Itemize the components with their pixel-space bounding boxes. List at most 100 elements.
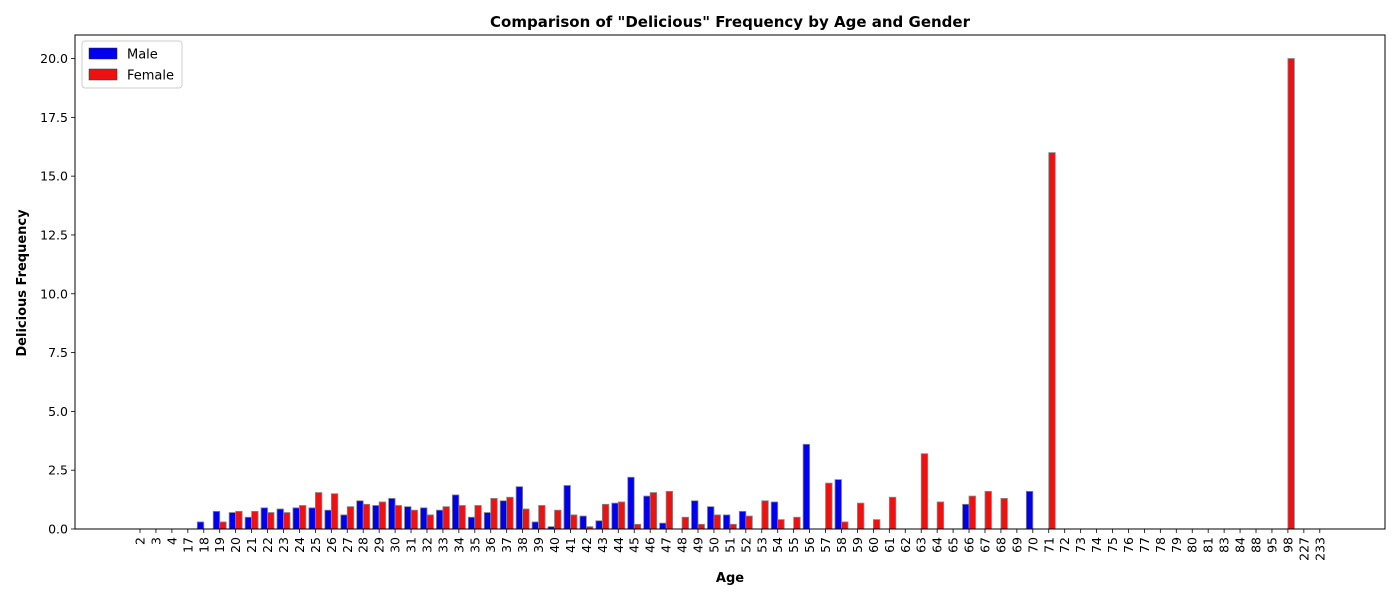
bar-female-age-20 bbox=[235, 510, 243, 530]
x-axis-ticks: 2 3 4 17 18 19 20 21 22 23 24 25 26 27 28 29 30 31 32 33 34 3… bbox=[133, 529, 1327, 561]
x-tick-label: 23 bbox=[276, 537, 291, 553]
bar-male-age-50 bbox=[707, 506, 715, 530]
x-tick-label: 74 bbox=[1089, 537, 1104, 553]
x-tick-label: 24 bbox=[292, 537, 307, 553]
bar-female-age-26 bbox=[330, 493, 339, 530]
x-tick-label: 43 bbox=[595, 537, 610, 553]
x-tick-label: 67 bbox=[977, 537, 992, 553]
bar-female-age-48 bbox=[681, 516, 689, 530]
x-tick-label: 4 bbox=[164, 537, 179, 545]
bar-male-age-36 bbox=[483, 512, 492, 530]
bar-female-age-46 bbox=[649, 492, 658, 530]
bar-male-age-33 bbox=[436, 509, 444, 530]
x-tick-label: 66 bbox=[962, 537, 977, 553]
bar-female-age-30 bbox=[394, 505, 402, 530]
x-tick-label: 54 bbox=[770, 537, 785, 553]
bar-female-age-49 bbox=[697, 523, 705, 530]
x-tick-label: 95 bbox=[1264, 537, 1279, 553]
x-tick-label: 2 bbox=[133, 537, 148, 545]
x-tick-label: 45 bbox=[627, 537, 642, 553]
x-tick-label: 58 bbox=[834, 537, 849, 553]
bar-female-age-33 bbox=[442, 506, 450, 530]
x-tick-label: 33 bbox=[435, 537, 450, 553]
x-tick-label: 50 bbox=[706, 537, 721, 553]
bar-female-age-19 bbox=[219, 521, 227, 530]
bar-male-age-37 bbox=[499, 500, 508, 530]
bar-male-age-38 bbox=[515, 486, 524, 530]
bar-female-age-31 bbox=[410, 509, 418, 530]
x-tick-label: 47 bbox=[659, 537, 674, 553]
x-tick-label: 77 bbox=[1137, 537, 1152, 553]
x-tick-label: 27 bbox=[340, 537, 355, 553]
bar-male-age-24 bbox=[292, 507, 300, 530]
x-tick-label: 72 bbox=[1057, 537, 1072, 553]
y-tick-label: 20.0 bbox=[40, 51, 68, 66]
x-tick-label: 83 bbox=[1217, 537, 1232, 553]
bar-male-age-56 bbox=[802, 443, 811, 530]
bar-female-age-28 bbox=[362, 503, 371, 530]
bar-male-age-21 bbox=[244, 516, 253, 530]
y-axis-label: Delicious Frequency bbox=[15, 209, 30, 357]
bar-male-age-70 bbox=[1025, 490, 1034, 530]
bar-female-age-23 bbox=[283, 512, 291, 530]
legend-label-female: Female bbox=[127, 69, 174, 84]
x-tick-label: 40 bbox=[547, 537, 562, 553]
x-tick-label: 76 bbox=[1121, 537, 1136, 553]
bar-female-age-39 bbox=[538, 505, 546, 530]
y-tick-label: 0.0 bbox=[48, 522, 68, 537]
plot-frame bbox=[74, 34, 1386, 530]
x-tick-label: 56 bbox=[802, 537, 817, 553]
x-tick-label: 65 bbox=[946, 537, 961, 553]
x-axis-label: Age bbox=[716, 571, 744, 586]
bar-male-age-31 bbox=[404, 506, 412, 530]
bar-male-age-29 bbox=[372, 505, 380, 530]
x-tick-label: 49 bbox=[691, 537, 706, 553]
bar-female-age-71 bbox=[1048, 152, 1056, 530]
bar-female-age-35 bbox=[474, 505, 482, 530]
bar-male-age-25 bbox=[308, 507, 316, 530]
x-tick-label: 30 bbox=[388, 537, 403, 553]
bar-female-age-57 bbox=[825, 482, 833, 530]
x-tick-label: 42 bbox=[579, 537, 594, 553]
x-tick-label: 19 bbox=[212, 537, 227, 553]
bar-female-age-44 bbox=[617, 501, 626, 530]
x-tick-label: 98 bbox=[1280, 537, 1295, 553]
bar-female-age-29 bbox=[378, 501, 387, 530]
legend-swatch-male bbox=[88, 47, 118, 60]
bar-male-age-28 bbox=[356, 500, 364, 530]
bar-female-age-45 bbox=[633, 523, 642, 530]
x-tick-label: 34 bbox=[451, 537, 466, 553]
x-tick-label: 80 bbox=[1185, 537, 1200, 553]
bar-female-age-61 bbox=[888, 496, 897, 530]
bar-female-age-22 bbox=[267, 512, 275, 530]
x-tick-label: 79 bbox=[1169, 537, 1184, 553]
x-tick-label: 73 bbox=[1073, 537, 1088, 553]
bar-female-age-66 bbox=[968, 495, 976, 530]
bar-female-age-37 bbox=[506, 496, 514, 530]
bar-male-age-18 bbox=[196, 521, 205, 530]
bar-female-age-34 bbox=[458, 505, 466, 530]
legend-swatch-female bbox=[88, 68, 118, 81]
bar-male-age-52 bbox=[738, 510, 747, 530]
bar-male-age-54 bbox=[770, 501, 779, 530]
x-tick-label: 78 bbox=[1153, 537, 1168, 553]
bar-male-age-26 bbox=[324, 509, 332, 530]
x-tick-label: 46 bbox=[643, 537, 658, 553]
bar-female-age-43 bbox=[601, 503, 610, 530]
bar-male-age-23 bbox=[276, 508, 284, 530]
x-tick-label: 55 bbox=[786, 537, 801, 553]
x-tick-label: 70 bbox=[1025, 537, 1040, 553]
x-tick-label: 75 bbox=[1105, 537, 1120, 553]
x-tick-label: 81 bbox=[1201, 537, 1216, 553]
x-tick-label: 63 bbox=[914, 537, 929, 553]
x-tick-label: 71 bbox=[1041, 537, 1056, 553]
bar-female-age-27 bbox=[346, 506, 355, 530]
bar-female-age-50 bbox=[713, 514, 721, 530]
x-tick-label: 18 bbox=[196, 537, 211, 553]
bar-female-age-40 bbox=[554, 509, 562, 530]
x-tick-label: 57 bbox=[818, 537, 833, 553]
bar-female-age-53 bbox=[761, 500, 769, 530]
x-tick-label: 84 bbox=[1233, 537, 1248, 553]
bar-male-age-35 bbox=[467, 516, 476, 530]
